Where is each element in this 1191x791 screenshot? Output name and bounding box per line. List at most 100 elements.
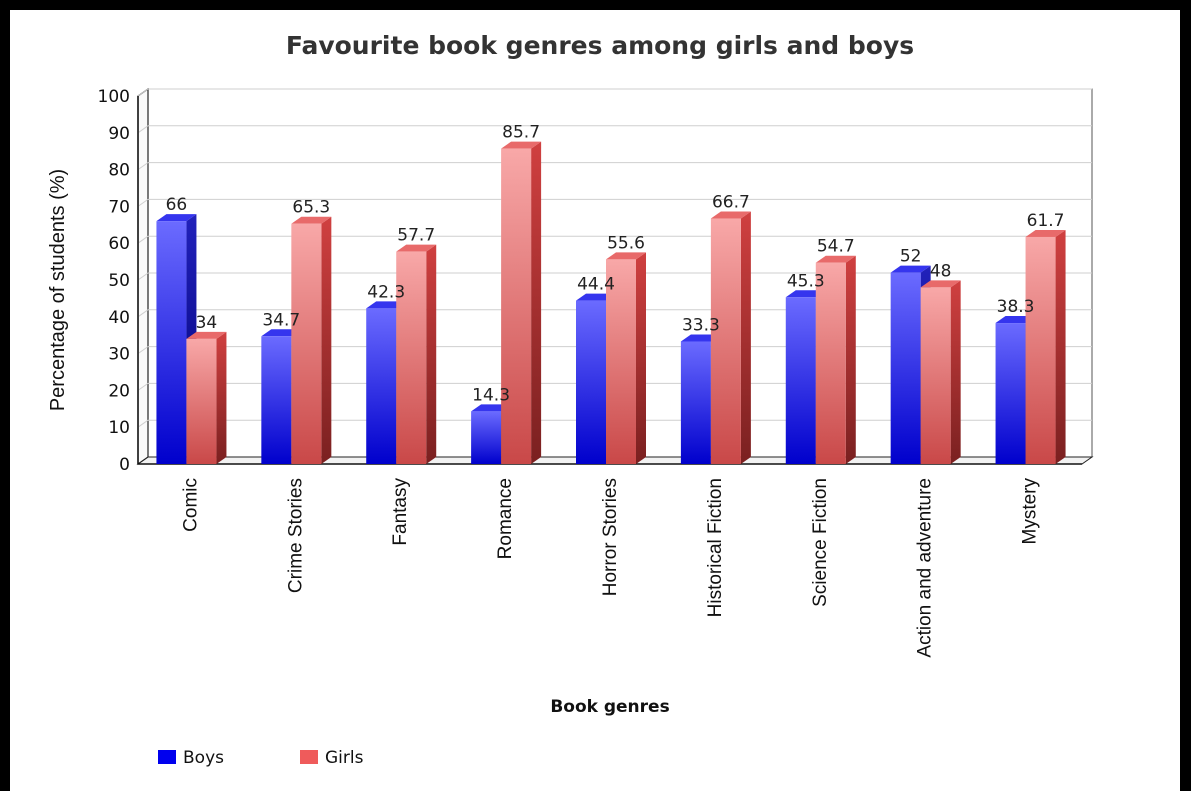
- gridline-side: [137, 235, 149, 244]
- bar-front: [396, 251, 427, 464]
- gridline-side: [137, 125, 149, 134]
- bar-front: [1025, 236, 1056, 464]
- data-label: 42.3: [367, 282, 405, 302]
- x-tick-label: Horror Stories: [600, 478, 621, 596]
- bar-top: [156, 214, 197, 222]
- bar-top: [501, 141, 542, 149]
- bar-front: [680, 341, 711, 464]
- data-label: 66.7: [712, 193, 750, 213]
- bar-front: [576, 300, 606, 464]
- x-tick-label: Mystery: [1020, 478, 1041, 545]
- y-tick-label: 30: [108, 345, 130, 365]
- data-label: 44.4: [577, 275, 615, 295]
- data-label: 33.3: [682, 315, 720, 335]
- y-tick-label: 60: [108, 234, 130, 254]
- bar-front: [501, 148, 532, 464]
- chart-title: Favourite book genres among girls and bo…: [286, 31, 914, 60]
- y-tick-label: 90: [108, 124, 130, 144]
- legend-item-boys: Boys: [158, 748, 224, 768]
- bar-girls-mystery: [1025, 229, 1066, 464]
- gridline-side: [137, 88, 149, 97]
- bar-side: [950, 280, 961, 464]
- data-label: 14.3: [472, 385, 510, 405]
- bar-front: [890, 272, 921, 464]
- bar-top: [815, 255, 856, 263]
- y-axis-title: Percentage of students (%): [47, 169, 69, 411]
- bar-front: [710, 218, 741, 464]
- bar-girls-historical-fiction: [710, 211, 751, 464]
- legend-item-girls: Girls: [300, 748, 364, 768]
- legend-swatch: [300, 750, 318, 764]
- bar-side: [216, 331, 227, 464]
- bar-front: [785, 297, 816, 464]
- bar-front: [471, 411, 502, 464]
- x-tick-label: Fantasy: [390, 478, 411, 546]
- bar-top: [396, 244, 437, 252]
- bar-top: [710, 211, 751, 219]
- bar-front: [920, 287, 951, 464]
- gridline-side: [137, 272, 149, 281]
- bar-boys-crime-stories: [261, 329, 302, 464]
- data-label: 34: [196, 313, 218, 333]
- bar-side: [740, 211, 751, 464]
- y-tick-label: 100: [98, 87, 130, 107]
- data-label: 54.7: [817, 237, 855, 257]
- bar-girls-action-and-adventure: [920, 280, 961, 464]
- bar-front: [186, 338, 217, 464]
- data-label: 48: [930, 261, 952, 281]
- y-tick-label: 50: [108, 271, 130, 291]
- bar-side: [321, 216, 332, 464]
- chart-frame: Favourite book genres among girls and bo…: [10, 10, 1180, 791]
- legend-label: Boys: [183, 748, 224, 768]
- gridline-side: [137, 198, 149, 207]
- bar-side: [1055, 229, 1066, 464]
- bars: [156, 141, 1066, 464]
- x-tick-label: Crime Stories: [285, 478, 306, 593]
- x-tick-label: Action and adventure: [915, 478, 936, 658]
- y-tick-label: 10: [108, 418, 130, 438]
- bar-top: [291, 216, 332, 224]
- bar-girls-romance: [501, 141, 542, 464]
- bar-front: [261, 336, 292, 464]
- x-axis-title: Book genres: [550, 697, 669, 717]
- gridline-side: [137, 419, 149, 428]
- data-label: 85.7: [502, 123, 540, 143]
- bar-girls-comic: [186, 331, 227, 464]
- data-label: 55.6: [607, 233, 645, 253]
- bar-girls-horror-stories: [606, 252, 646, 464]
- data-label: 61.7: [1027, 211, 1065, 231]
- data-label: 57.7: [397, 226, 435, 246]
- data-label: 34.7: [262, 310, 300, 330]
- data-label: 65.3: [292, 198, 330, 218]
- bar-side: [426, 244, 437, 464]
- bar-girls-crime-stories: [291, 216, 332, 464]
- bar-front: [606, 259, 636, 464]
- bar-front: [156, 221, 187, 464]
- data-labels: 66 34 34.7 65.3 42.3 57.7 14.3 85.7 44.4 55.6 33.3…: [166, 123, 1065, 406]
- data-label: 38.3: [997, 297, 1035, 317]
- bar-top: [920, 280, 961, 288]
- gridline-side: [137, 162, 149, 171]
- x-tick-label: Science Fiction: [810, 478, 831, 607]
- legend: Boys Girls: [158, 748, 364, 768]
- data-label: 66: [166, 195, 188, 215]
- bar-side: [636, 252, 646, 464]
- bar-top: [186, 331, 227, 339]
- legend-swatch: [158, 750, 176, 764]
- legend-label: Girls: [325, 748, 364, 768]
- chart: Favourite book genres among girls and bo…: [47, 31, 1094, 768]
- y-tick-label: 20: [108, 381, 130, 401]
- x-tick-label: Comic: [180, 478, 201, 532]
- y-tick-label: 0: [119, 455, 130, 475]
- x-tick-label: Historical Fiction: [705, 478, 726, 617]
- bar-side: [531, 141, 542, 464]
- gridline-side: [137, 346, 149, 355]
- bar-front: [291, 223, 322, 464]
- bar-side: [845, 255, 856, 464]
- bar-front: [995, 323, 1026, 464]
- bar-top: [1025, 229, 1066, 237]
- y-tick-label: 70: [108, 197, 130, 217]
- bar-front: [815, 262, 846, 464]
- y-tick-label: 80: [108, 161, 130, 181]
- x-tick-label: Romance: [495, 478, 516, 559]
